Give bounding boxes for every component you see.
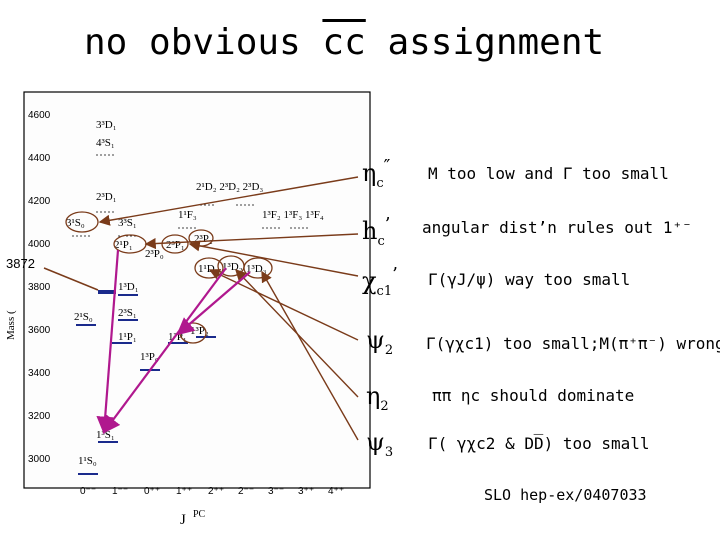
level-label: 1³F₂ 1³F₃ 1³F₄ [262, 209, 324, 221]
level-label: 2¹P₁ [114, 239, 133, 251]
x-tick: 1⁻⁻ [112, 486, 128, 497]
note-row-2: Γ(γJ/ψ) way too small [428, 270, 631, 289]
level-label: 1³D₁ [118, 281, 139, 293]
y-tick: 4000 [28, 239, 51, 250]
page-title: no obvious cc assignment [84, 22, 605, 63]
x-axis-sup: PC [193, 509, 206, 520]
level-label: 3¹S₀ [66, 217, 85, 229]
note-row-1: angular dist’n rules out 1⁺⁻ [422, 218, 692, 237]
state-eta-c-double-prime: ηc″ [362, 156, 391, 191]
state-chi-c1-prime: χc1’ [362, 264, 398, 299]
level-label: 3³D₁ [96, 119, 117, 131]
x-tick: 1⁺⁺ [176, 486, 192, 497]
x-tick: 0⁻⁻ [80, 486, 96, 497]
level-label: 2³P₁ [166, 239, 185, 251]
y-tick: 4200 [28, 196, 51, 207]
x-axis-label: J [180, 512, 186, 528]
x-tick: 4⁺⁺ [328, 486, 344, 497]
x-tick: 2⁻⁻ [238, 486, 254, 497]
level-label: 2³P₀ [145, 248, 164, 260]
y-tick: 3200 [28, 411, 51, 422]
x-tick: 3⁻⁻ [268, 486, 284, 497]
state-hc-prime: hc’ [362, 214, 391, 249]
level-label: 1¹P₁ [118, 331, 137, 343]
note-row-3: Γ(γχc1) too small;M(π⁺π⁻) wrong [426, 334, 720, 353]
note-row-0: M too low and Γ too small [428, 164, 669, 183]
level-label: 1¹S₀ [78, 455, 97, 467]
level-label: 4³S₁ [96, 137, 115, 149]
level-label: 2¹D₂ 2³D₂ 2³D₃ [196, 181, 263, 193]
y-tick: 3400 [28, 368, 51, 379]
y-tick: 3600 [28, 325, 51, 336]
mass-3872-label: 3872 [6, 256, 35, 271]
y-axis-label: Mass ( [5, 310, 17, 340]
level-label: 1³P₀ [140, 351, 159, 363]
level-label: 2³S₁ [118, 307, 137, 319]
x-tick: 0⁺⁺ [144, 486, 160, 497]
x-tick: 3⁺⁺ [298, 486, 314, 497]
note-row-4: ππ ηc should dominate [432, 386, 635, 405]
x-tick: 2⁺⁺ [208, 486, 224, 497]
reference: SLO hep-ex/0407033 [484, 486, 647, 504]
level-label: 1¹F₃ [178, 209, 197, 221]
level-label: 1³D₂ [222, 261, 243, 273]
level-label: 2³D₁ [96, 191, 117, 203]
state-psi-2: ψ2 [366, 326, 394, 358]
state-psi-3: ψ3 [366, 428, 394, 460]
note-row-5: Γ( γχc2 & DD̅) too small [428, 434, 650, 453]
y-tick: 4600 [28, 110, 51, 121]
plot-frame [23, 91, 371, 489]
level-label: 2¹S₀ [74, 311, 93, 323]
y-tick: 4400 [28, 153, 51, 164]
y-tick: 3800 [28, 282, 51, 293]
level-label: 3³S₁ [118, 217, 137, 229]
y-tick: 3000 [28, 454, 51, 465]
state-eta-2: η2 [366, 382, 389, 414]
